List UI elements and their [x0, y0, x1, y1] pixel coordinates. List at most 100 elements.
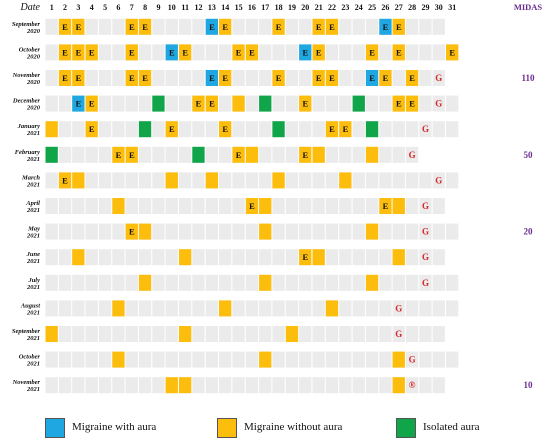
row-november-2020-bg-23: [339, 70, 352, 86]
row-may-2021-bg-11: [179, 223, 192, 240]
header-day-18: 18: [275, 3, 283, 12]
row-february-2021-midas: 50: [524, 150, 534, 160]
row-february-2021-bg-8: [138, 146, 152, 163]
header-day-17: 17: [261, 3, 269, 12]
row-october-2021-bg-25: [365, 351, 379, 368]
row-december-2020-bg-10: [165, 95, 178, 112]
row-june-2021-month: June: [26, 251, 40, 258]
row-october-2020-year: 2020: [26, 53, 41, 60]
row-november-2020-bg-16: [245, 70, 259, 86]
row-september-2021-bg-4: [85, 326, 98, 342]
row-november-2021-bg-30: [432, 377, 445, 394]
row-july-2021-year: 2021: [26, 284, 40, 291]
row-october-2020-bg-12: [192, 44, 205, 61]
row-july-2021-bg-7: [125, 274, 138, 291]
row-december-2020-cell-27: [392, 95, 405, 112]
legend-label-isolated-aura: Isolated aura: [423, 421, 480, 433]
row-november-2020-bg-12: [192, 70, 205, 86]
row-november-2021-bg-17: [259, 377, 272, 394]
row-january-2021-cell-4-label: E: [89, 124, 95, 134]
row-september-2020-cell-3: [72, 18, 85, 35]
row-may-2021-g-mark: G: [422, 227, 429, 237]
row-october-2021-cell-27: [392, 351, 405, 368]
row-september-2021-bg-2: [58, 326, 72, 342]
row-march-2021-bg-15: [232, 172, 245, 189]
header-day-20: 20: [301, 3, 309, 12]
header-day-14: 14: [221, 3, 229, 12]
row-january-2021-bg-29: [419, 121, 432, 138]
row-may-2021-bg-15: [232, 223, 245, 240]
row-october-2021-bg-8: [138, 351, 152, 368]
row-may-2021-bg-23: [339, 223, 352, 240]
row-october-2020-cell-3: [72, 44, 85, 61]
row-november-2020-cell-13-label: E: [209, 73, 215, 83]
row-february-2021-bg-24: [352, 146, 365, 163]
row-march-2021-bg-22: [325, 172, 339, 189]
row-july-2021-bg-3: [72, 274, 85, 291]
row-november-2020-cell-7: [125, 70, 138, 86]
row-october-2020-cell-31: [446, 44, 459, 61]
row-september-2021-cell-19: [285, 326, 299, 342]
row-october-2020-cell-31-label: E: [449, 47, 455, 57]
row-june-2021-bg-28: [405, 249, 419, 266]
row-october-2020-cell-10: [165, 44, 178, 61]
row-may-2021-bg-5: [98, 223, 112, 240]
row-october-2020-cell-10-label: E: [169, 47, 175, 57]
row-december-2020-cell-12-label: E: [196, 99, 202, 109]
row-january-2021-bg-3: [72, 121, 85, 138]
row-october-2020-bg-14: [219, 44, 232, 61]
row-may-2021-bg-13: [205, 223, 218, 240]
row-march-2021-bg-20: [299, 172, 312, 189]
header-day-12: 12: [195, 3, 203, 12]
row-november-2020-cell-21: [312, 70, 325, 86]
row-november-2021-bg-19: [285, 377, 299, 394]
row-november-2021-bg-12: [192, 377, 205, 394]
row-may-2021-bg-21: [312, 223, 325, 240]
row-february-2021-bg-23: [339, 146, 352, 163]
row-september-2021-bg-22: [325, 326, 339, 342]
row-june-2021-bg-26: [379, 249, 392, 266]
row-august-2021-g-mark: G: [395, 303, 402, 313]
row-march-2021-cell-18: [272, 172, 285, 189]
row-january-2021-cell-14-label: E: [222, 124, 228, 134]
row-october-2021-month: October: [19, 354, 41, 361]
row-december-2020-bg-18: [272, 95, 285, 112]
row-december-2020-cell-27-label: E: [396, 99, 402, 109]
row-march-2021-bg-7: [125, 172, 138, 189]
row-october-2020-cell-20: [299, 44, 312, 61]
row-august-2021-month: August: [20, 302, 40, 309]
row-september-2021-bg-3: [72, 326, 85, 342]
row-april-2021-bg-20: [299, 198, 312, 214]
row-may-2021-cell-7-label: E: [129, 227, 135, 237]
row-july-2021-bg-20: [299, 274, 312, 291]
row-october-2020-bg-1: [45, 44, 58, 61]
row-october-2020-cell-16-label: E: [249, 47, 255, 57]
row-july-2021-cell-25: [365, 274, 379, 291]
row-december-2020-bg-1: [45, 95, 58, 112]
row-september-2020-bg-1: [45, 18, 58, 35]
row-november-2021-cell-27: [392, 377, 405, 394]
row-march-2021-cell-13: [205, 172, 218, 189]
row-november-2020-bg-9: [152, 70, 165, 86]
row-october-2021-year: 2021: [26, 361, 40, 368]
row-march-2021-bg-1: [45, 172, 58, 189]
row-august-2021-bg-11: [179, 300, 192, 317]
row-february-2021-bg-4: [85, 146, 98, 163]
row-september-2021-bg-24: [352, 326, 365, 342]
row-april-2021-bg-13: [205, 198, 218, 214]
row-october-2021-bg-19: [285, 351, 299, 368]
row-november-2020-month: November: [12, 72, 41, 79]
row-april-2021-bg-23: [339, 198, 352, 214]
row-may-2021-bg-30: [432, 223, 445, 240]
header-day-19: 19: [288, 3, 296, 12]
legend-label-without-aura: Migraine without aura: [244, 421, 343, 433]
row-october-2021-bg-5: [98, 351, 112, 368]
row-october-2020-cell-11: [179, 44, 192, 61]
row-october-2020-cell-27-label: E: [396, 47, 402, 57]
row-january-2021-bg-24: [352, 121, 365, 138]
row-may-2021-bg-31: [446, 223, 459, 240]
header-day-22: 22: [328, 3, 336, 12]
row-december-2020-cell-17: [259, 95, 272, 112]
row-june-2021-bg-16: [245, 249, 259, 266]
row-october-2020-cell-2: [58, 44, 72, 61]
